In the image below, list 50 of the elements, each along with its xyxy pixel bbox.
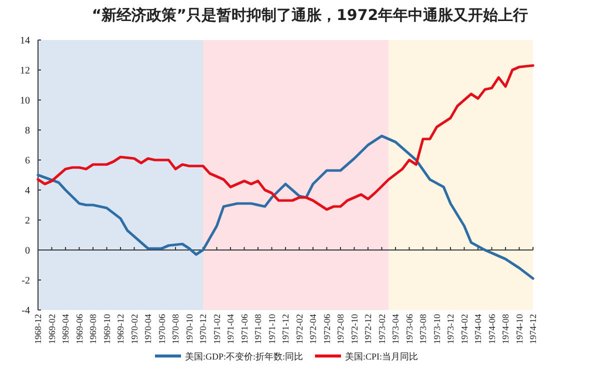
x-tick-label: 1968-12	[33, 314, 43, 344]
y-tick-label: 2	[25, 216, 30, 226]
x-tick-label: 1973-06	[404, 314, 414, 344]
x-tick-label: 1971-06	[239, 314, 250, 344]
x-tick-label: 1970-06	[156, 314, 167, 344]
x-tick-label: 1974-04	[473, 314, 483, 344]
x-tick-label: 1969-08	[88, 314, 98, 344]
x-tick-label: 1971-04	[226, 314, 236, 344]
y-tick-label: -2	[22, 276, 30, 286]
x-tick-label: 1971-12	[280, 314, 290, 344]
x-tick-label: 1969-10	[102, 314, 112, 344]
x-tick-label: 1971-08	[253, 314, 263, 344]
x-tick-label: 1972-08	[336, 314, 346, 344]
chart-title: “新经济政策”只是暂时抑制了通胀，1972年年中通胀又开始上行	[92, 6, 528, 24]
y-tick-label: 14	[20, 36, 30, 46]
x-tick-label: 1970-08	[170, 314, 180, 344]
x-tick-label: 1970-10	[184, 314, 194, 344]
x-tick-label: 1973-02	[376, 314, 387, 344]
y-tick-label: 4	[25, 186, 30, 196]
x-tick-label: 1974-08	[500, 314, 510, 344]
y-tick-label: 12	[20, 66, 30, 76]
legend-label: 美国:GDP:不变价:折年数:同比	[185, 352, 304, 362]
y-tick-label: 0	[25, 246, 30, 256]
x-tick-label: 1970-04	[143, 314, 153, 344]
x-tick-label: 1972-12	[363, 314, 373, 344]
x-tick-label: 1969-02	[46, 314, 57, 344]
y-tick-label: 8	[25, 126, 30, 136]
x-tick-label: 1972-10	[349, 314, 360, 344]
x-tick-label: 1972-06	[322, 314, 332, 344]
x-tick-label: 1972-02	[294, 314, 304, 344]
x-tick-label: 1974-12	[528, 314, 538, 344]
legend-label: 美国:CPI:当月同比	[345, 352, 418, 362]
x-tick-label: 1970-02	[129, 314, 140, 344]
x-tick-label: 1973-04	[390, 314, 400, 344]
x-tick-label: 1973-12	[446, 314, 456, 344]
x-tick-label: 1969-04	[60, 314, 70, 344]
x-tick-label: 1970-12	[198, 314, 208, 344]
x-tick-label: 1969-06	[74, 314, 84, 344]
y-tick-label: -4	[22, 306, 30, 316]
x-tick-label: 1971-10	[266, 314, 277, 344]
x-tick-label: 1973-10	[432, 314, 442, 344]
x-tick-label: 1969-12	[116, 314, 126, 344]
y-tick-label: 6	[25, 156, 30, 166]
x-tick-label: 1974-10	[514, 314, 524, 344]
x-tick-label: 1974-02	[459, 314, 470, 344]
x-tick-label: 1971-02	[212, 314, 222, 344]
y-tick-label: 10	[20, 96, 30, 106]
x-tick-label: 1973-08	[418, 314, 428, 344]
x-tick-label: 1972-04	[308, 314, 318, 344]
x-tick-label: 1974-06	[486, 314, 497, 344]
